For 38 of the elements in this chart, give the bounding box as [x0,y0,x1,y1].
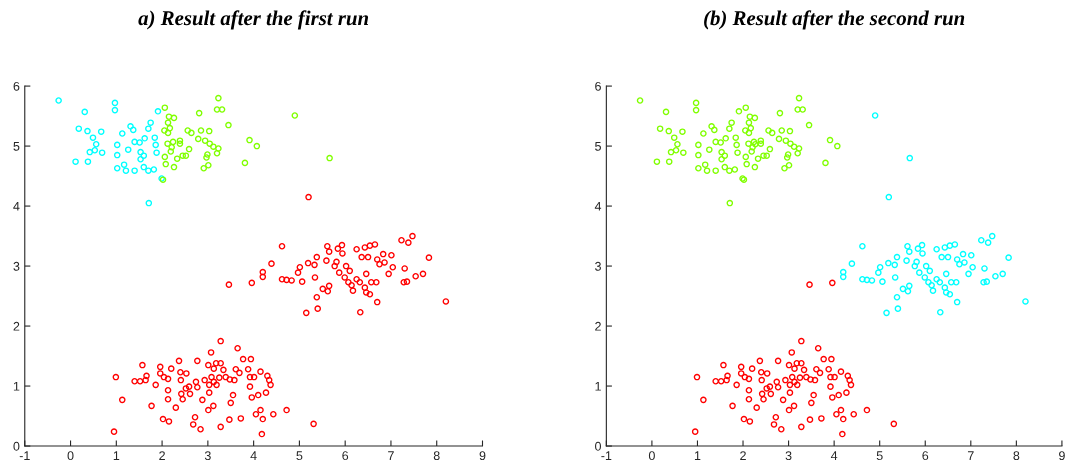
x-tick-label: 6 [342,451,349,461]
x-tick-label: 0 [67,451,74,461]
x-tick-label: 6 [922,451,929,461]
y-tick-label: 2 [595,321,601,331]
x-tick-label: 0 [648,451,655,461]
x-tick-label: -1 [19,451,30,460]
y-tick-label: 3 [13,261,20,271]
chart-title: (b) Result after the second run [704,10,965,30]
x-tick-label: 5 [296,451,303,461]
x-tick-label: 1 [694,451,701,460]
x-tick-label: 8 [1013,451,1020,461]
x-tick-label: 5 [876,451,883,461]
x-tick-label: 9 [479,451,486,461]
x-tick-label: -1 [601,451,612,460]
x-tick-label: 3 [204,451,211,461]
x-tick-label: 7 [967,451,974,460]
y-tick-label: 2 [13,321,20,331]
y-tick-label: 5 [13,142,20,151]
x-tick-label: 4 [250,451,257,460]
x-tick-label: 7 [388,451,394,460]
x-tick-label: 9 [1059,451,1065,461]
x-tick-label: 4 [830,451,838,460]
y-tick-label: 1 [13,381,20,391]
chart-title: a) Result after the first run [138,10,369,30]
x-tick-label: 2 [159,451,165,460]
x-tick-label: 8 [433,451,440,461]
y-tick-label: 1 [595,381,601,391]
y-tick-label: 3 [595,261,601,271]
x-tick-label: 3 [785,451,792,461]
y-tick-label: 6 [13,81,20,91]
y-tick-label: 0 [595,441,601,451]
y-tick-label: 6 [595,81,601,91]
y-tick-label: 0 [13,441,20,451]
x-tick-label: 2 [740,451,746,460]
y-tick-label: 4 [594,202,602,211]
x-tick-label: 1 [113,451,120,460]
y-tick-label: 5 [595,142,601,151]
y-tick-label: 4 [13,202,20,211]
